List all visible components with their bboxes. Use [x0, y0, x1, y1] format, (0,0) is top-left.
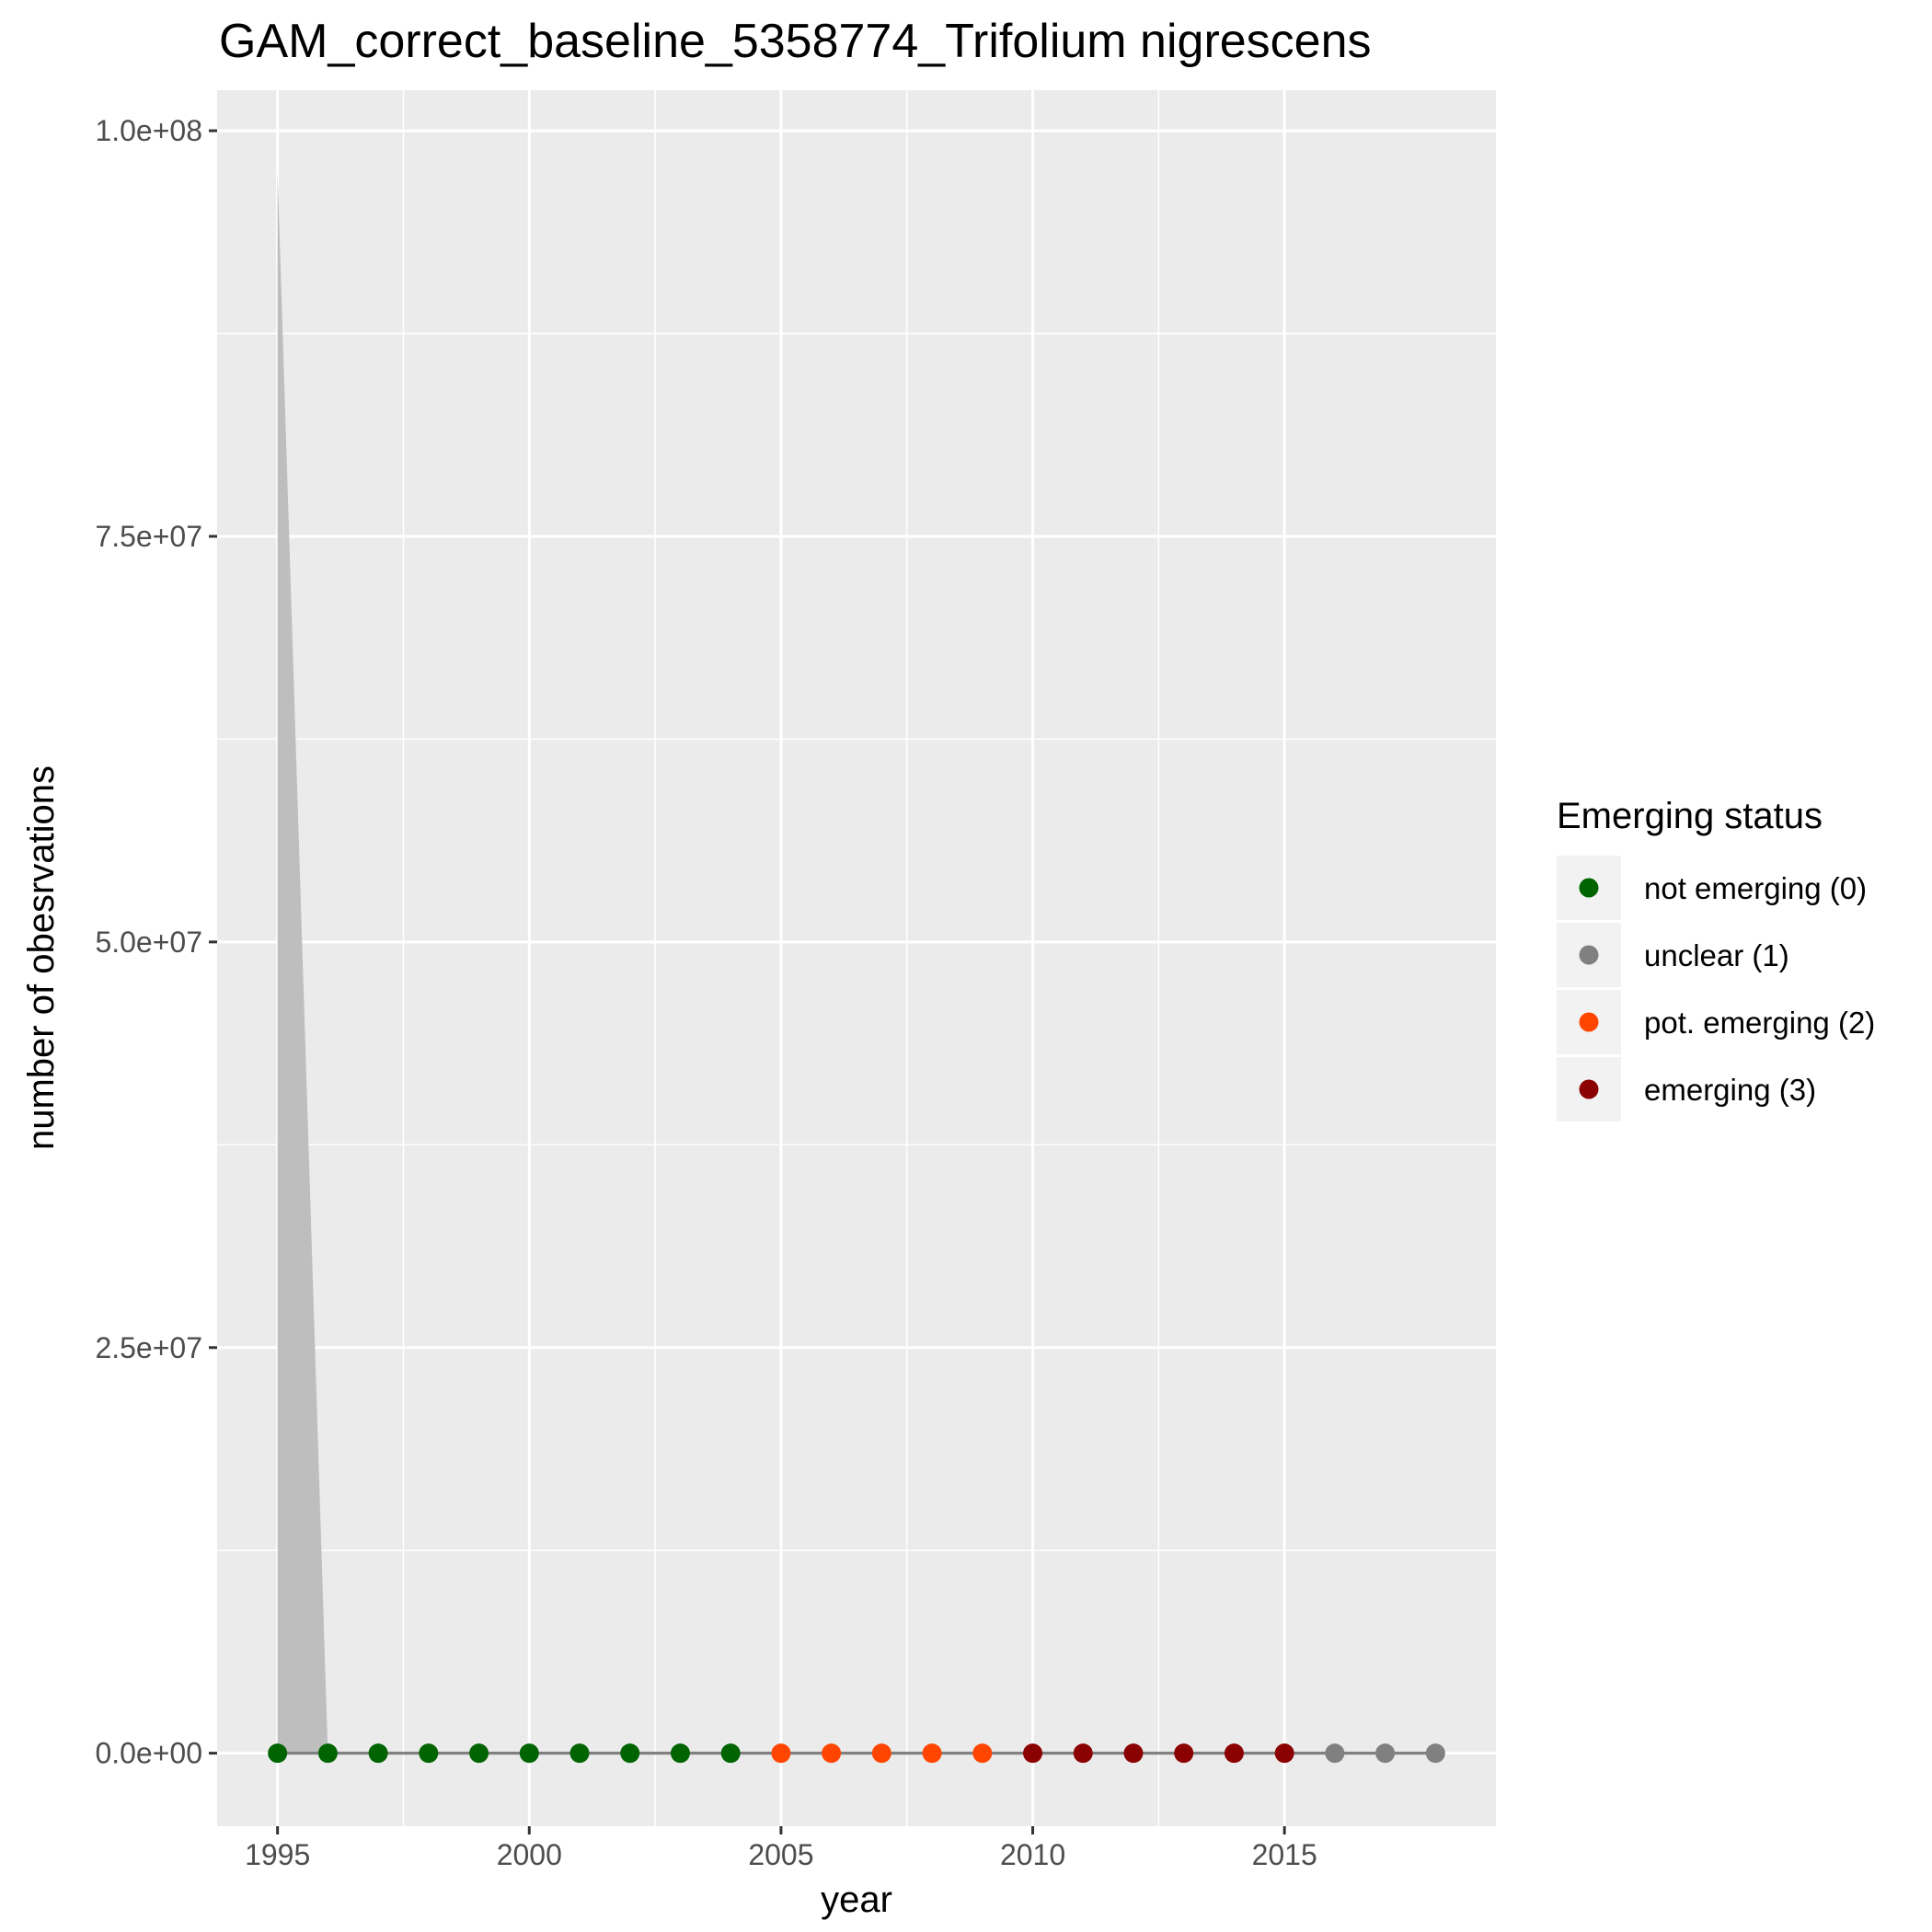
points-layer [268, 1743, 1445, 1764]
legend-title: Emerging status [1557, 796, 1823, 836]
x-tick-label: 2015 [1252, 1838, 1317, 1871]
legend-label: unclear (1) [1644, 938, 1789, 972]
data-point-1996 [317, 1743, 338, 1764]
confidence-ribbon [277, 171, 379, 1754]
data-point-2007 [871, 1743, 891, 1764]
y-tick-label: 7.5e+07 [95, 520, 202, 553]
y-tick-label: 5.0e+07 [95, 926, 202, 959]
data-point-2006 [822, 1743, 842, 1764]
data-point-2017 [1375, 1743, 1396, 1764]
data-point-2008 [922, 1743, 942, 1764]
y-tick-label: 0.0e+00 [95, 1737, 202, 1770]
confidence-ribbon-layer [277, 171, 379, 1754]
data-point-2016 [1325, 1743, 1345, 1764]
legend-label: emerging (3) [1644, 1073, 1816, 1107]
legend-swatch [1579, 878, 1599, 898]
data-point-2014 [1224, 1743, 1244, 1764]
data-point-2003 [670, 1743, 690, 1764]
legend-label: not emerging (0) [1644, 871, 1867, 905]
data-point-2015 [1274, 1743, 1294, 1764]
data-point-2010 [1023, 1743, 1043, 1764]
data-point-2000 [519, 1743, 539, 1764]
data-point-2005 [771, 1743, 791, 1764]
x-axis-title: year [821, 1880, 892, 1920]
x-tick-label: 2005 [748, 1838, 813, 1871]
data-point-2011 [1073, 1743, 1093, 1764]
y-tick-label: 2.5e+07 [95, 1331, 202, 1364]
grid-minor [217, 90, 1496, 1826]
data-point-2018 [1425, 1743, 1445, 1764]
legend: Emerging status not emerging (0) unclear … [1557, 796, 1875, 1121]
data-point-2009 [972, 1743, 993, 1764]
legend-label: pot. emerging (2) [1644, 1006, 1875, 1040]
data-point-2002 [620, 1743, 640, 1764]
y-tick-label: 1.0e+08 [95, 114, 202, 147]
data-point-1998 [419, 1743, 439, 1764]
x-tick-label: 1995 [245, 1838, 310, 1871]
data-point-2013 [1174, 1743, 1194, 1764]
legend-swatch [1579, 1079, 1599, 1099]
chart-title: GAM_correct_baseline_5358774_Trifolium n… [219, 15, 1372, 68]
y-axis: 0.0e+00 2.5e+07 5.0e+07 7.5e+07 1.0e+08 [95, 114, 217, 1770]
data-point-2001 [569, 1743, 590, 1764]
plot-panel [217, 90, 1496, 1826]
legend-swatch [1579, 945, 1599, 965]
data-point-1995 [268, 1743, 288, 1764]
y-axis-title: number of obesrvations [21, 765, 62, 1150]
data-point-2004 [720, 1743, 741, 1764]
legend-entries: not emerging (0) unclear (1) pot. emerging… [1557, 856, 1875, 1121]
x-tick-label: 2000 [497, 1838, 562, 1871]
x-axis: 1995 2000 2005 2010 2015 [245, 1826, 1317, 1871]
x-tick-label: 2010 [1000, 1838, 1065, 1871]
data-point-1997 [368, 1743, 388, 1764]
data-point-2012 [1123, 1743, 1144, 1764]
data-point-1999 [469, 1743, 489, 1764]
legend-swatch [1579, 1012, 1599, 1032]
